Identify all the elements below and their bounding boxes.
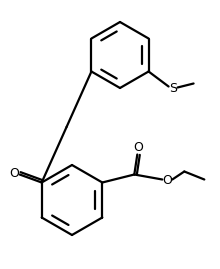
Text: O: O bbox=[162, 174, 172, 187]
Text: O: O bbox=[133, 141, 143, 154]
Text: O: O bbox=[9, 167, 19, 180]
Text: S: S bbox=[170, 82, 178, 95]
